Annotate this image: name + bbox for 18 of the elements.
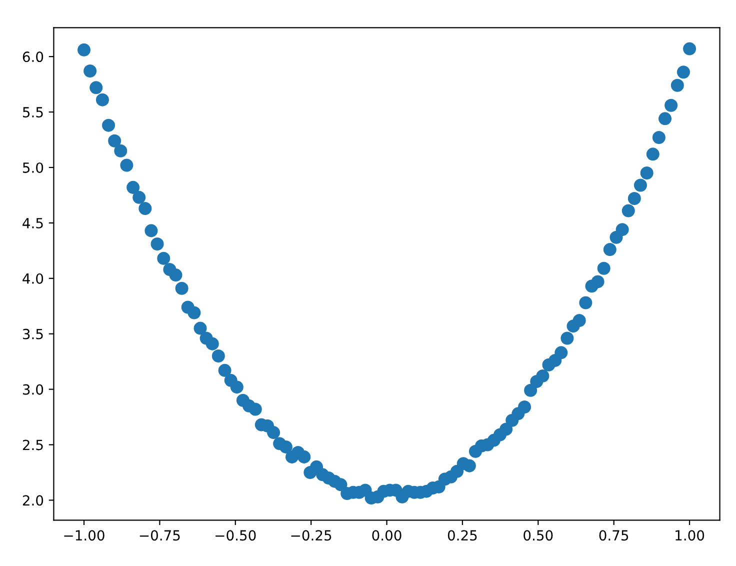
- x-tick-label: −0.50: [216, 530, 256, 541]
- y-tick-label: 5.5: [22, 107, 43, 118]
- x-tick-label: −0.25: [291, 530, 332, 541]
- y-tick-label: 2.5: [22, 440, 43, 450]
- y-tick-label: 3.0: [22, 384, 44, 395]
- y-tick-label: 5.0: [22, 162, 44, 173]
- x-tick-label: −1.00: [64, 530, 104, 541]
- y-tick-label: 3.5: [22, 328, 43, 340]
- x-tick-label: 0.00: [372, 530, 402, 541]
- x-tick-label: 1.00: [676, 530, 704, 541]
- y-tick-label: 6.0: [22, 52, 44, 62]
- y-tick-label: 4.0: [22, 273, 44, 284]
- x-tick-label: −0.75: [140, 530, 180, 541]
- y-tick-label: 4.5: [22, 218, 43, 228]
- x-tick-label: 0.25: [448, 530, 477, 541]
- x-tick-label: 0.50: [524, 530, 553, 541]
- x-tick-label: 0.75: [599, 530, 628, 541]
- y-tick-label: 2.0: [22, 495, 44, 506]
